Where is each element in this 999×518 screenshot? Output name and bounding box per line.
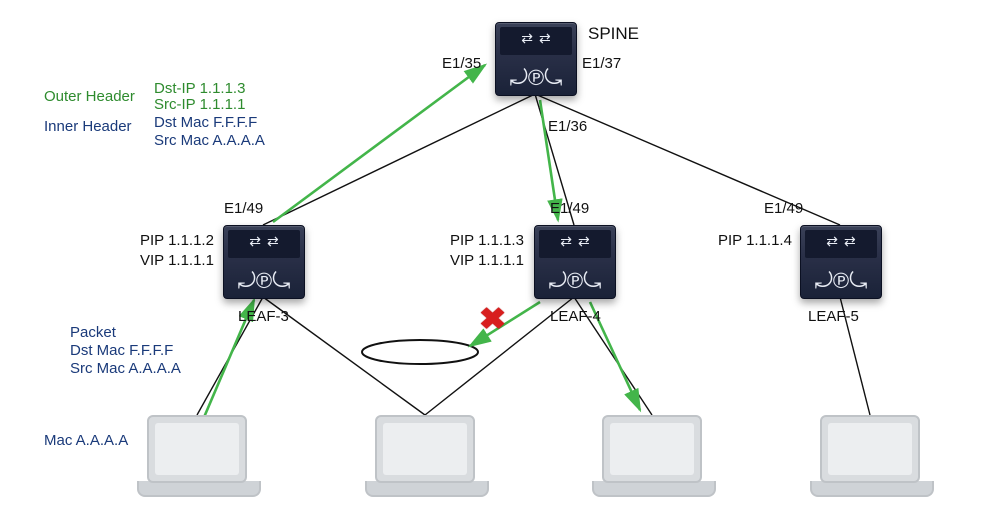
packet-line1: Dst Mac F.F.F.F [70,342,173,359]
leaf3-vip: VIP 1.1.1.1 [140,252,214,269]
packet-label: Packet [70,324,116,341]
leaf5-pip: PIP 1.1.1.4 [718,232,792,249]
leaf3-port: E1/49 [224,200,263,217]
inner-header-label: Inner Header [44,118,132,135]
host-d [810,415,930,501]
leaf5-label: LEAF-5 [808,308,859,325]
leaf4-pip: PIP 1.1.1.3 [450,232,524,249]
blocked-x-icon: ✖ [479,302,507,337]
leaf3-switch: ⇄⇄ ⤾℗⤿ [223,225,303,297]
outer-header-label: Outer Header [44,88,135,105]
spine-switch: ⇄⇄ ⤾℗⤿ [495,22,575,94]
leaf5-switch: ⇄⇄ ⤾℗⤿ [800,225,880,297]
packet-line2: Src Mac A.A.A.A [70,360,181,377]
leaf4-switch: ⇄⇄ ⤾℗⤿ [534,225,614,297]
host-c [592,415,712,501]
outer-header-line2: Src-IP 1.1.1.1 [154,96,245,113]
host-a [137,415,257,501]
spine-port-right: E1/37 [582,55,621,72]
leaf4-vip: VIP 1.1.1.1 [450,252,524,269]
host-b [365,415,485,501]
inner-header-line1: Dst Mac F.F.F.F [154,114,257,131]
inner-header-line2: Src Mac A.A.A.A [154,132,265,149]
leaf4-label: LEAF-4 [550,308,601,325]
spine-label: SPINE [588,24,639,44]
leaf3-pip: PIP 1.1.1.2 [140,232,214,249]
leaf5-port: E1/49 [764,200,803,217]
spine-port-left: E1/35 [442,55,481,72]
leaf4-port: E1/49 [550,200,589,217]
outer-header-line1: Dst-IP 1.1.1.3 [154,80,245,97]
leaf3-label: LEAF-3 [238,308,289,325]
host-a-mac: Mac A.A.A.A [44,432,128,449]
spine-port-mid: E1/36 [548,118,587,135]
